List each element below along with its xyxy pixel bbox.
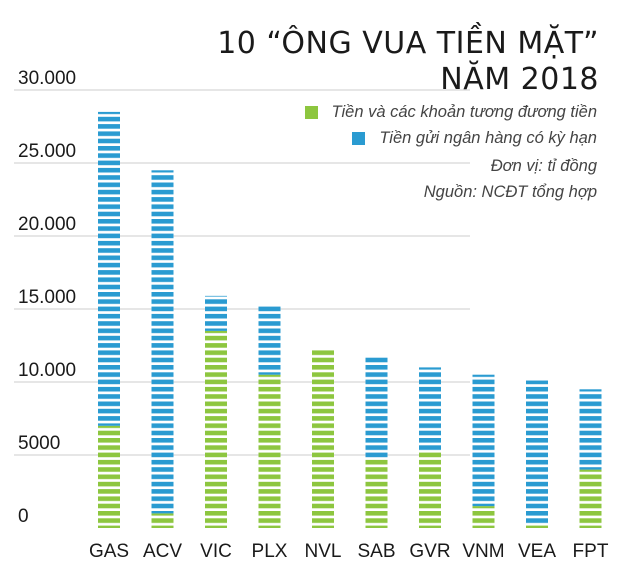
bar-cash-vea [526,523,548,528]
x-tick-label: VEA [518,541,556,562]
bar-deposit-vnm [472,374,495,507]
legend-item-deposit: Tiền gửi ngân hàng có kỳ hạn [352,129,597,148]
bar-deposit-gas [98,111,120,426]
bars [98,111,602,528]
x-axis-ticks: GAS ACV VIC PLX NVL SAB GVR VNM VEA FPT [89,541,609,562]
y-tick-label: 20.000 [18,214,76,235]
bar-cash-gas [98,425,120,528]
legend-label-cash: Tiền và các khoản tương đương tiền [331,103,597,121]
legend-swatch-deposit [352,132,366,145]
bar-cash-sab [365,457,388,528]
x-tick-label: NVL [305,541,342,562]
bar-deposit-sab [365,357,388,458]
chart-title-line-1: 10 “ÔNG VUA TIỀN MẶT” [217,26,599,61]
chart-title-line-2: NĂM 2018 [440,62,599,97]
legend-swatch-cash [304,106,318,119]
x-tick-label: GVR [409,541,450,562]
bar-cash-gvr [419,450,441,528]
y-tick-label: 10.000 [18,360,76,381]
x-tick-label: VIC [200,541,232,562]
y-tick-label: 25.000 [18,141,76,162]
x-tick-label: GAS [89,541,129,562]
bar-cash-nvl [312,348,334,528]
bar-deposit-vea [526,380,548,524]
legend-item-cash: Tiền và các khoản tương đương tiền [304,103,597,122]
bar-deposit-fpt [579,389,602,470]
bar-cash-fpt [579,469,602,528]
x-tick-label: PLX [252,541,288,562]
y-axis-ticks: 0 5000 10.000 15.000 20.000 25.000 30.000 [18,68,76,527]
x-tick-label: SAB [357,541,395,562]
y-tick-label: 30.000 [18,68,76,89]
legend-label-deposit: Tiền gửi ngân hàng có kỳ hạn [379,129,597,147]
bar-cash-vic [205,330,227,528]
gridlines [14,89,470,456]
bar-deposit-acv [151,170,174,514]
source-note: Nguồn: NCĐT tổng hợp [423,183,597,201]
bar-deposit-plx [258,306,281,375]
bar-cash-vnm [472,506,495,528]
x-tick-label: ACV [143,541,182,562]
y-tick-label: 0 [18,506,29,527]
y-tick-label: 5000 [18,433,60,454]
bar-deposit-gvr [419,367,441,451]
y-tick-label: 15.000 [18,287,76,308]
bar-cash-acv [151,513,174,528]
x-tick-label: VNM [462,541,504,562]
bar-deposit-vic [205,295,227,331]
bar-cash-plx [258,374,281,528]
x-tick-label: FPT [573,541,609,562]
unit-note: Đơn vị: tỉ đồng [490,157,597,175]
